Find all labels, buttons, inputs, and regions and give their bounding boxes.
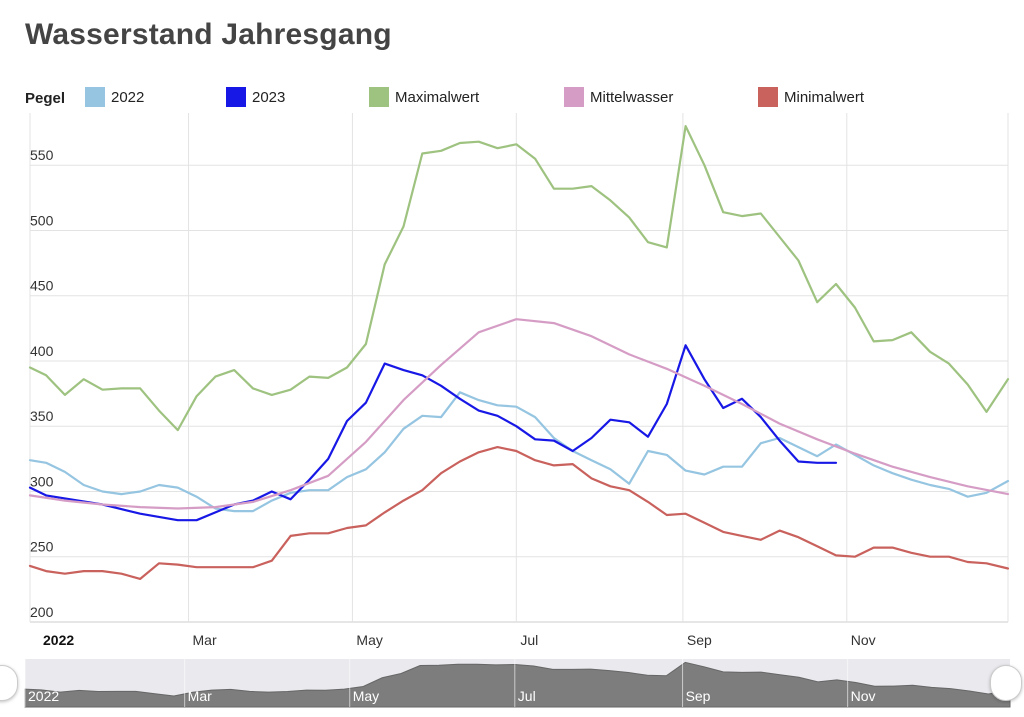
navigator-tick-label: Jul <box>518 688 536 704</box>
legend-item-2023[interactable]: 2023 <box>226 86 285 108</box>
legend-swatch-minimalwert <box>758 87 778 107</box>
legend-item-maximalwert[interactable]: Maximalwert <box>369 86 479 108</box>
series-line-mittelwasser[interactable] <box>28 318 1010 510</box>
y-tick-label: 300 <box>30 473 54 489</box>
legend-swatch-mittelwasser <box>564 87 584 107</box>
x-tick-label: May <box>356 632 382 648</box>
x-tick-label: Sep <box>687 632 712 648</box>
navigator-tick-label: Mar <box>188 688 212 704</box>
y-tick-label: 550 <box>30 147 54 163</box>
x-tick-label: Jul <box>520 632 538 648</box>
legend: Pegel 2022 2023 Maximalwert Mittelwasser… <box>25 86 1015 110</box>
y-tick-label: 450 <box>30 278 54 294</box>
y-tick-label: 400 <box>30 343 54 359</box>
legend-swatch-maximalwert <box>369 87 389 107</box>
navigator-series-area <box>24 661 1011 708</box>
legend-text-minimalwert: Minimalwert <box>784 88 865 106</box>
x-tick-label: Nov <box>851 632 876 648</box>
chart-title: Wasserstand Jahresgang <box>25 18 392 51</box>
x-tick-label: Mar <box>193 632 217 648</box>
legend-text-2022: 2022 <box>111 88 145 106</box>
y-tick-label: 350 <box>30 408 54 424</box>
series-line-maximalwert[interactable] <box>28 125 1010 432</box>
legend-swatch-2022 <box>85 87 105 107</box>
legend-text-mittelwasser: Mittelwasser <box>590 88 674 106</box>
navigator-tick-label: Sep <box>686 688 711 704</box>
series-line-minimalwert[interactable] <box>28 446 1010 580</box>
y-tick-label: 500 <box>30 212 54 228</box>
legend-label: Pegel <box>25 90 66 107</box>
y-tick-label: 200 <box>30 604 54 620</box>
series-line-2023[interactable] <box>28 344 838 522</box>
x-axis-tick-labels: 2022 Mar May Jul Sep Nov <box>43 632 876 648</box>
x-tick-label: 2022 <box>43 632 74 648</box>
legend-item-minimalwert[interactable]: Minimalwert <box>758 86 864 108</box>
navigator-right-handle[interactable] <box>990 665 1022 701</box>
legend-text-2023: 2023 <box>252 88 286 106</box>
y-tick-label: 250 <box>30 539 54 555</box>
grid <box>29 113 1009 623</box>
legend-item-2022[interactable]: 2022 <box>85 86 144 108</box>
legend-text-maximalwert: Maximalwert <box>395 88 480 106</box>
y-axis-tick-labels: 200 250 300 350 400 450 500 550 <box>30 147 54 620</box>
navigator-tick-label: May <box>353 688 379 704</box>
legend-item-mittelwasser[interactable]: Mittelwasser <box>564 86 673 108</box>
series-lines <box>28 125 1010 580</box>
navigator-tick-label: 2022 <box>28 688 59 704</box>
navigator[interactable]: 2022 Mar May Jul Sep Nov <box>24 659 1011 708</box>
navigator-tick-label: Nov <box>851 688 876 704</box>
legend-swatch-2023 <box>226 87 246 107</box>
